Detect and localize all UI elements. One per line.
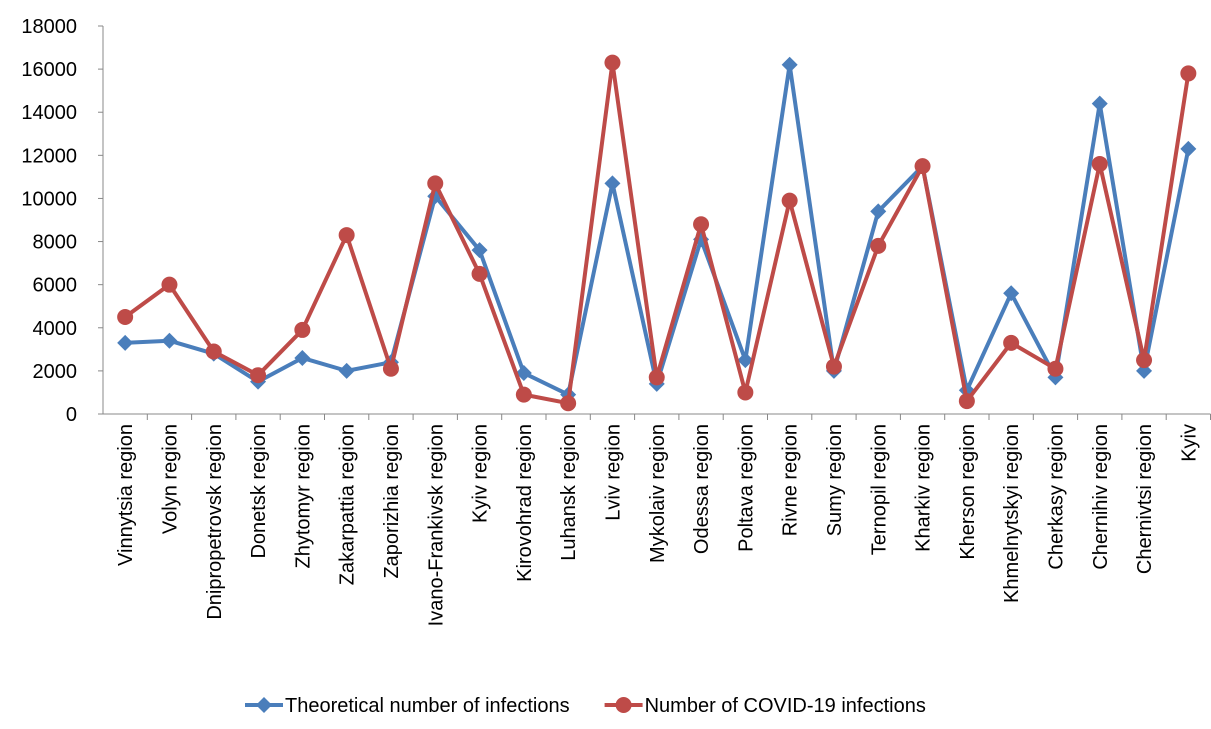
point (250, 367, 267, 384)
point (693, 216, 710, 233)
point (958, 393, 975, 410)
point (117, 309, 134, 325)
x-tick-label: Kirovohrad region (514, 424, 536, 582)
point (737, 384, 754, 401)
x-tick-label: Mykolaiv region (647, 424, 669, 563)
point (615, 697, 632, 713)
x-tick-label: Volyn region (159, 424, 181, 534)
y-tick-label: 4000 (33, 318, 78, 340)
legend-label: Theoretical number of infections (285, 695, 570, 717)
x-tick-label: Lviv region (602, 424, 624, 521)
y-tick-label: 6000 (33, 275, 78, 297)
point (1047, 360, 1064, 377)
x-tick-label: Zakarpattia region (337, 424, 359, 585)
y-tick-label: 16000 (21, 59, 77, 81)
legend-label: Number of COVID-19 infections (645, 695, 926, 717)
point (914, 158, 931, 175)
point (781, 192, 798, 209)
point (382, 360, 399, 377)
point (161, 332, 178, 349)
y-tick-label: 8000 (33, 232, 78, 254)
point (338, 227, 355, 244)
x-tick-label: Luhansk region (558, 424, 580, 561)
point (1180, 140, 1197, 157)
point (1136, 352, 1153, 369)
y-tick-label: 18000 (21, 16, 77, 38)
point (1180, 65, 1197, 82)
x-tick-label: Kherson region (957, 424, 979, 560)
x-tick-label: Zhytomyr region (292, 424, 314, 569)
y-tick-label: 0 (66, 404, 77, 426)
x-tick-label: Sumy region (824, 424, 846, 536)
x-tick-label: Cherkasy region (1045, 424, 1067, 570)
y-tick-label: 10000 (21, 188, 77, 210)
point (1003, 285, 1020, 302)
series-line (123, 60, 1191, 406)
x-tick-label: Zaporizhia region (381, 424, 403, 579)
x-tick-label: Donetsk region (248, 424, 270, 559)
x-tick-label: Kyiv (1178, 424, 1200, 462)
point (515, 365, 532, 382)
x-tick-label: Dnipropetrovsk region (204, 424, 226, 620)
x-tick-label: Odessa region (691, 424, 713, 554)
x-tick-label: Kyiv region (470, 424, 492, 523)
point (825, 358, 842, 375)
x-tick-label: Rivne region (780, 424, 802, 536)
x-tick-label: Kharkiv region (913, 424, 935, 552)
point (515, 386, 532, 403)
point (161, 276, 178, 293)
point (338, 362, 355, 379)
x-tick-label: Ternopil region (868, 424, 890, 555)
point (471, 242, 488, 259)
x-tick-label: Khmelnytskyi region (1001, 424, 1023, 603)
point (604, 54, 621, 71)
point (294, 349, 311, 366)
y-tick-label: 14000 (21, 102, 77, 124)
x-tick-label: Chernivtsi region (1134, 424, 1156, 574)
x-tick-label: Vinnytsia region (115, 424, 137, 566)
y-tick-label: 12000 (21, 145, 77, 167)
point (560, 395, 577, 412)
point (1003, 334, 1020, 351)
point (294, 321, 311, 338)
point (471, 265, 488, 282)
point (256, 697, 272, 713)
point (604, 175, 621, 192)
series-line (125, 62, 1191, 397)
point (870, 203, 887, 220)
x-tick-label: Chernihiv region (1090, 424, 1112, 570)
x-tick-label: Poltava region (735, 424, 757, 552)
x-tick-label: Ivano-Frankivsk region (425, 424, 447, 626)
point (737, 352, 754, 369)
y-tick-label: 2000 (33, 361, 78, 383)
point (648, 369, 665, 386)
point (117, 334, 134, 351)
point (205, 343, 222, 360)
point (1091, 95, 1108, 112)
point (427, 175, 444, 192)
point (1091, 155, 1108, 172)
point (870, 237, 887, 254)
point (781, 56, 798, 73)
